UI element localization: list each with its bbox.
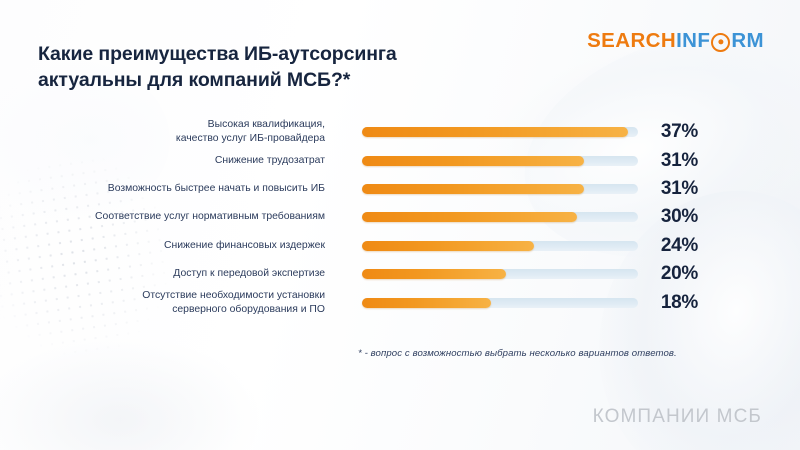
bar-category-label: Высокая квалификация, качество услуг ИБ-… <box>175 119 325 145</box>
bar-track <box>362 183 638 194</box>
chart-bar-row: Снижение финансовых издержек 24% <box>0 232 800 260</box>
bar-track <box>362 127 638 138</box>
page-title: Какие преимущества ИБ-аутсорсинга актуал… <box>38 41 508 94</box>
bar-value-label: 18% <box>660 291 698 313</box>
logo-text-inf: INF <box>676 29 711 52</box>
bar-value-label: 24% <box>660 234 698 256</box>
bar-category-label: Снижение трудозатрат <box>214 154 325 166</box>
bar-category-label: Отсутствие необходимости установки серве… <box>142 289 325 315</box>
bar-fill <box>362 269 506 280</box>
target-o-icon <box>711 32 731 52</box>
chart-bar-row: Отсутствие необходимости установки серве… <box>0 288 800 316</box>
bar-category-label: Доступ к передовой экспертизе <box>173 268 325 280</box>
chart-bar-row: Возможность быстрее начать и повысить ИБ… <box>0 175 800 203</box>
logo-text-search: SEARCH <box>587 29 677 52</box>
bar-fill <box>362 297 491 308</box>
bar-track <box>362 269 638 280</box>
page-title-line-1: Какие преимущества ИБ-аутсорсинга <box>38 43 397 66</box>
chart-bar-row: Высокая квалификация, качество услуг ИБ-… <box>0 118 800 146</box>
bar-value-label: 20% <box>660 263 698 285</box>
bar-fill <box>362 155 584 166</box>
searchinform-logo: SEARCH INF RM <box>587 29 764 52</box>
chart-bar-row: Снижение трудозатрат 31% <box>0 146 800 174</box>
bar-value-label: 30% <box>660 206 698 228</box>
bar-category-label: Соответствие услуг нормативным требовани… <box>95 211 325 223</box>
horizontal-bar-chart: Высокая квалификация, качество услуг ИБ-… <box>0 118 800 317</box>
bar-track <box>362 240 638 251</box>
chart-bar-row: Доступ к передовой экспертизе 20% <box>0 260 800 288</box>
bar-fill <box>362 212 577 223</box>
bar-value-label: 31% <box>660 177 698 199</box>
bar-track <box>362 212 638 223</box>
bar-category-label: Снижение финансовых издержек <box>164 239 325 251</box>
bar-fill <box>362 240 534 251</box>
logo-text-rm: RM <box>731 29 764 52</box>
bar-fill <box>362 183 584 194</box>
chart-bar-row: Соответствие услуг нормативным требовани… <box>0 203 800 231</box>
bar-value-label: 31% <box>660 149 698 171</box>
bar-category-label: Возможность быстрее начать и повысить ИБ <box>107 183 325 195</box>
bar-fill <box>362 127 628 138</box>
bar-value-label: 37% <box>660 121 698 143</box>
page-title-line-2: актуальны для компаний МСБ?* <box>38 69 351 92</box>
chart-footnote: * - вопрос с возможностью выбрать нескол… <box>358 348 677 359</box>
bar-track <box>362 155 638 166</box>
bar-track <box>362 297 638 308</box>
watermark-label: КОМПАНИИ МСБ <box>592 406 762 427</box>
